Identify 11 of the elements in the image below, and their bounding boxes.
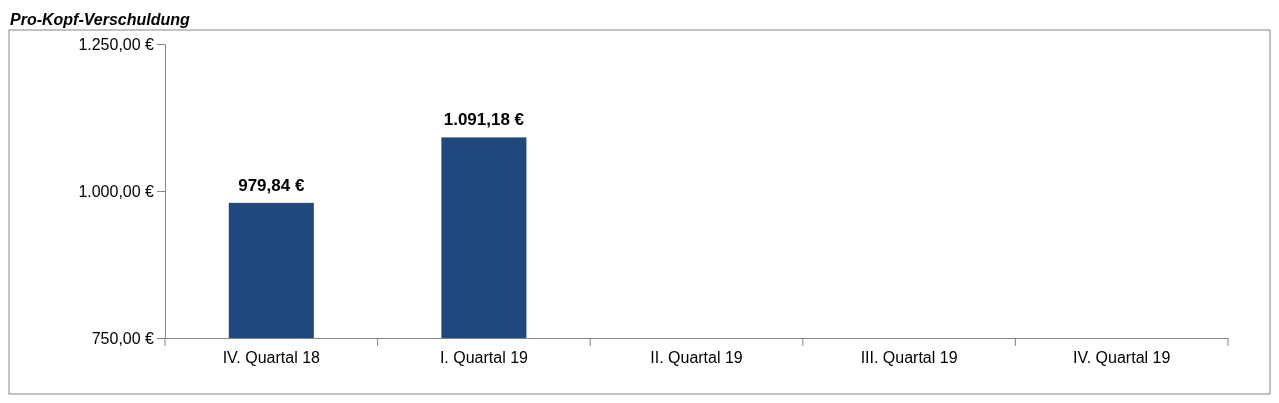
x-tick-label: I. Quartal 19 [439,349,529,367]
data-label: 979,84 € [238,175,305,195]
y-tick-label: 1.250,00 € [78,35,155,53]
y-tick-label: 1.000,00 € [78,182,155,200]
x-tick-label: II. Quartal 19 [650,349,743,367]
x-tick-label: IV. Quartal 19 [1073,349,1171,367]
x-tick-label: IV. Quartal 18 [222,349,321,367]
x-tick-label: III. Quartal 19 [860,349,958,367]
data-label: 1.091,18 € [443,110,525,130]
y-tick-label: 750,00 € [91,329,155,347]
chart-title: Pro-Kopf-Verschuldung [10,11,191,28]
